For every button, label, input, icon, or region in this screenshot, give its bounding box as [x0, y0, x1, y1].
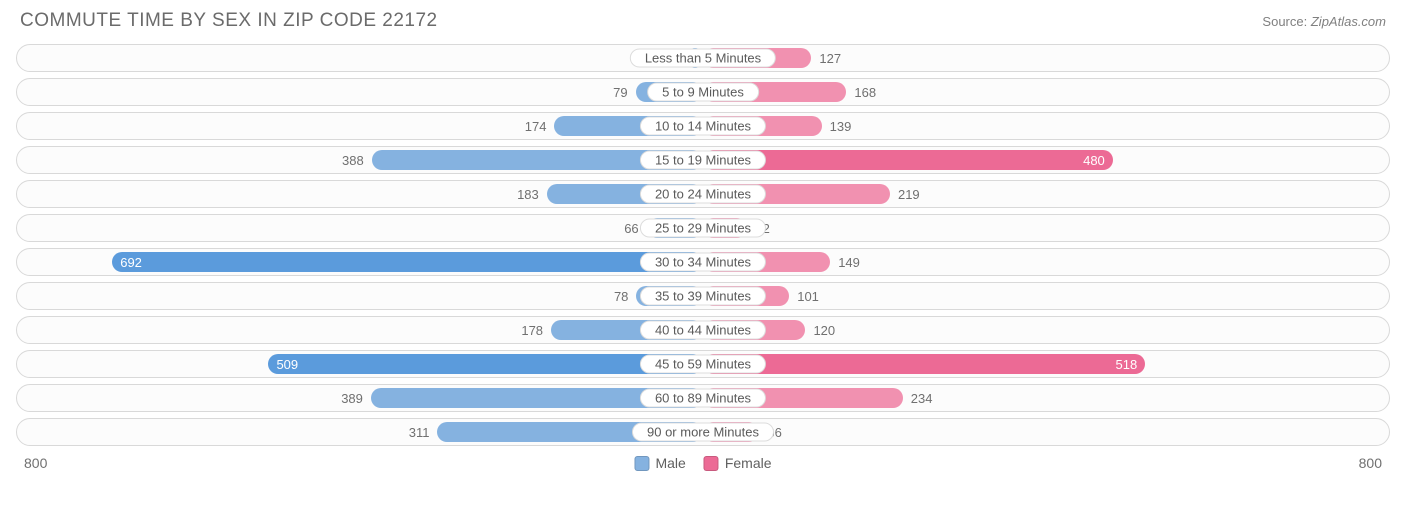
value-female: 139 [830, 116, 852, 136]
value-male: 178 [521, 320, 543, 340]
axis-max-right: 800 [1359, 455, 1382, 471]
category-label: 45 to 59 Minutes [640, 355, 766, 374]
category-label: 25 to 29 Minutes [640, 219, 766, 238]
legend-swatch-female [704, 456, 719, 471]
legend-item-male: Male [634, 455, 685, 471]
category-label: 35 to 39 Minutes [640, 287, 766, 306]
chart-title: COMMUTE TIME BY SEX IN ZIP CODE 22172 [20, 10, 438, 32]
category-label: 30 to 34 Minutes [640, 253, 766, 272]
chart-row: 174 139 10 to 14 Minutes [16, 112, 1390, 140]
value-female: 120 [813, 320, 835, 340]
legend-swatch-male [634, 456, 649, 471]
chart-row: 78 101 35 to 39 Minutes [16, 282, 1390, 310]
chart-row: 665225 to 29 Minutes [16, 214, 1390, 242]
value-female: 234 [911, 388, 933, 408]
legend-label-female: Female [725, 455, 772, 471]
category-label: 20 to 24 Minutes [640, 185, 766, 204]
chart-footer: 800 Male Female 800 [16, 452, 1390, 474]
chart-row: 3116690 or more Minutes [16, 418, 1390, 446]
category-label: 60 to 89 Minutes [640, 389, 766, 408]
chart-source: Source: ZipAtlas.com [1262, 14, 1386, 29]
chart-row: 183 219 20 to 24 Minutes [16, 180, 1390, 208]
chart-row: 178 120 40 to 44 Minutes [16, 316, 1390, 344]
value-male: 174 [525, 116, 547, 136]
chart-header: COMMUTE TIME BY SEX IN ZIP CODE 22172 So… [16, 10, 1390, 32]
bar-male: 692 [112, 252, 703, 272]
value-female: 168 [854, 82, 876, 102]
category-label: 90 or more Minutes [632, 423, 774, 442]
value-male: 66 [624, 218, 638, 238]
value-male: 79 [613, 82, 627, 102]
value-male: 388 [342, 150, 364, 170]
source-value: ZipAtlas.com [1311, 14, 1386, 29]
chart-row: 79 168 5 to 9 Minutes [16, 78, 1390, 106]
bar-female: 518 [703, 354, 1145, 374]
category-label: 40 to 44 Minutes [640, 321, 766, 340]
bar-male: 509 [268, 354, 703, 374]
axis-max-left: 800 [24, 455, 47, 471]
value-male: 183 [517, 184, 539, 204]
chart-row: 389 234 60 to 89 Minutes [16, 384, 1390, 412]
legend-label-male: Male [655, 455, 685, 471]
source-label: Source: [1262, 14, 1307, 29]
value-female: 127 [819, 48, 841, 68]
value-male: 311 [409, 422, 430, 442]
value-male: 78 [614, 286, 628, 306]
legend-item-female: Female [704, 455, 772, 471]
category-label: 15 to 19 Minutes [640, 151, 766, 170]
diverging-bar-chart: 0127Less than 5 Minutes791685 to 9 Minut… [16, 44, 1390, 446]
chart-row: 0127Less than 5 Minutes [16, 44, 1390, 72]
chart-row: 692 149 30 to 34 Minutes [16, 248, 1390, 276]
legend: Male Female [634, 455, 771, 471]
chart-row: 38848015 to 19 Minutes [16, 146, 1390, 174]
category-label: Less than 5 Minutes [630, 49, 776, 68]
value-female: 149 [838, 252, 860, 272]
value-female: 101 [797, 286, 819, 306]
chart-row: 50951845 to 59 Minutes [16, 350, 1390, 378]
value-female: 219 [898, 184, 920, 204]
category-label: 10 to 14 Minutes [640, 117, 766, 136]
category-label: 5 to 9 Minutes [647, 83, 759, 102]
value-male: 389 [341, 388, 363, 408]
